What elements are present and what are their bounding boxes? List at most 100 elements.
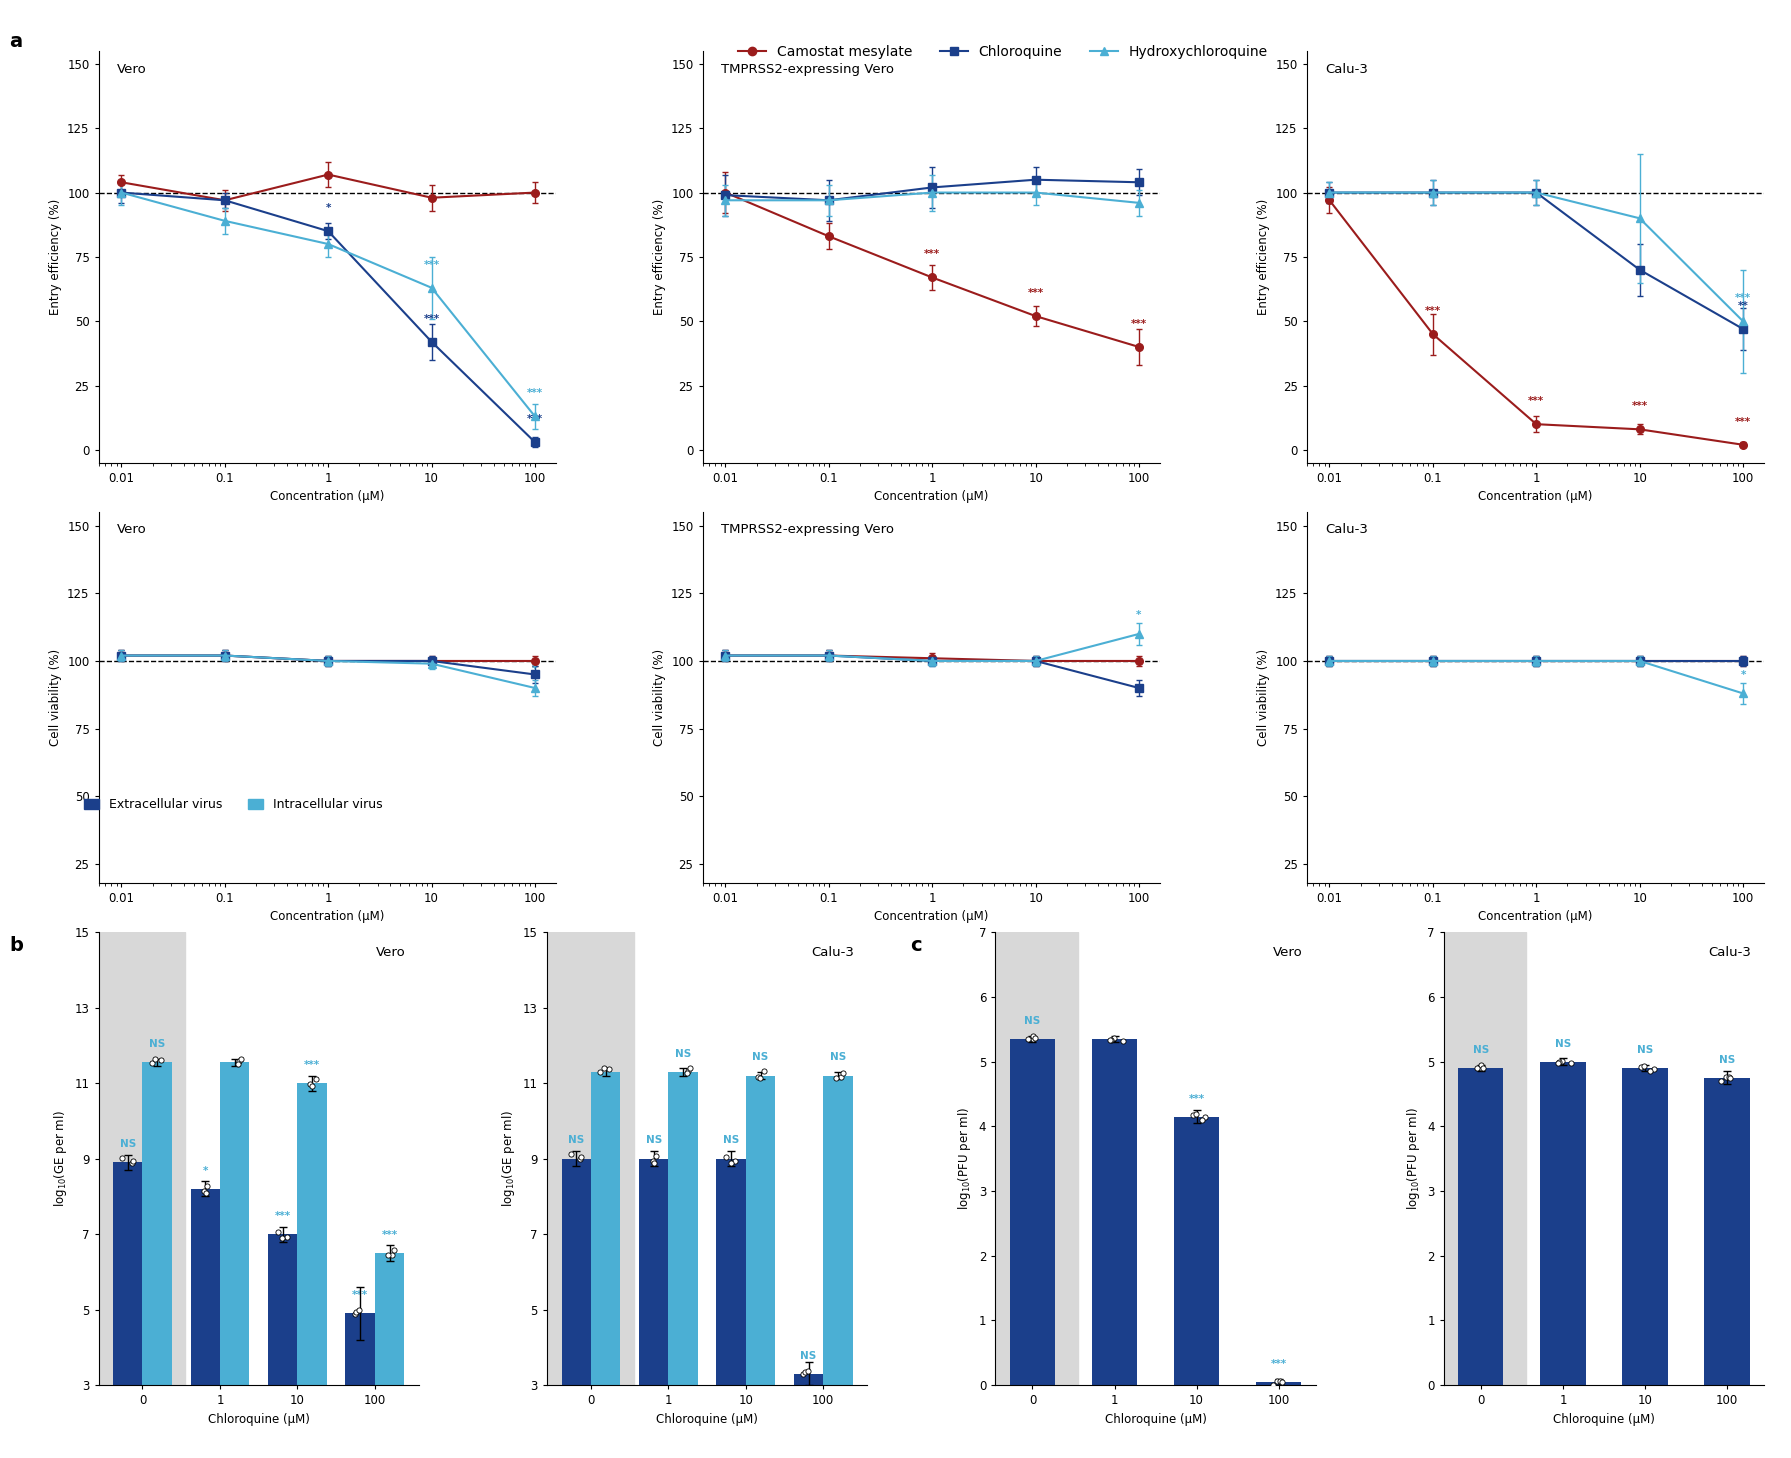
Point	[673, 1059, 702, 1082]
Point	[1096, 1028, 1125, 1051]
Bar	[639, 1159, 668, 1458]
Point	[272, 1225, 301, 1248]
Point	[1556, 1051, 1585, 1075]
Point	[720, 1150, 749, 1174]
Point	[1182, 1102, 1211, 1126]
Text: Vero: Vero	[116, 63, 147, 76]
Point	[1178, 1104, 1207, 1127]
Text: NS: NS	[1024, 1016, 1041, 1026]
Bar	[1623, 1069, 1667, 1385]
Point	[227, 1047, 256, 1070]
Point	[822, 1066, 851, 1089]
Bar	[1093, 1040, 1137, 1385]
Point	[193, 1174, 222, 1197]
Text: TMPRSS2-expressing Vero: TMPRSS2-expressing Vero	[720, 523, 894, 537]
X-axis label: Chloroquine (μM): Chloroquine (μM)	[208, 1413, 310, 1426]
Y-axis label: log$_{10}$(GE per ml): log$_{10}$(GE per ml)	[52, 1110, 68, 1207]
Bar	[374, 1252, 405, 1458]
X-axis label: Chloroquine (μM): Chloroquine (μM)	[1553, 1413, 1655, 1426]
Point	[1630, 1054, 1658, 1077]
Point	[1467, 1053, 1495, 1076]
Point	[374, 1244, 403, 1267]
X-axis label: Chloroquine (μM): Chloroquine (μM)	[656, 1413, 758, 1426]
Point	[224, 1053, 253, 1076]
Bar	[220, 1063, 249, 1458]
Y-axis label: log$_{10}$(PFU per ml): log$_{10}$(PFU per ml)	[1404, 1107, 1422, 1210]
Text: ***: ***	[527, 388, 543, 398]
Point	[1021, 1026, 1050, 1050]
Text: ***: ***	[304, 1060, 321, 1070]
Bar	[143, 1063, 172, 1458]
Bar	[824, 1076, 853, 1458]
Point	[557, 1143, 586, 1166]
Text: Calu-3: Calu-3	[1709, 946, 1752, 959]
Text: ***: ***	[423, 313, 439, 324]
Text: Vero: Vero	[116, 523, 147, 537]
Point	[589, 1056, 618, 1079]
Point	[1019, 1026, 1048, 1050]
Point	[713, 1146, 741, 1169]
Bar	[113, 1162, 143, 1458]
Text: ***: ***	[1528, 397, 1544, 407]
Text: NS: NS	[829, 1053, 845, 1063]
Text: NS: NS	[752, 1053, 768, 1063]
Text: **: **	[1737, 300, 1748, 311]
Text: ***: ***	[1735, 293, 1752, 303]
X-axis label: Concentration (μM): Concentration (μM)	[874, 490, 989, 503]
Text: Calu-3: Calu-3	[1325, 523, 1368, 537]
Bar	[668, 1072, 698, 1458]
X-axis label: Chloroquine (μM): Chloroquine (μM)	[1105, 1413, 1207, 1426]
Point	[107, 1146, 136, 1169]
Point	[269, 1226, 297, 1250]
Point	[1019, 1024, 1048, 1047]
Point	[1268, 1371, 1297, 1394]
Point	[118, 1149, 147, 1172]
Y-axis label: Entry efficiency (%): Entry efficiency (%)	[1257, 198, 1270, 315]
Point	[1096, 1028, 1125, 1051]
Bar	[1540, 1061, 1585, 1385]
Text: NS: NS	[120, 1139, 136, 1149]
Text: Vero: Vero	[1273, 946, 1302, 959]
Text: ***: ***	[353, 1290, 369, 1301]
Point	[595, 1057, 623, 1080]
Text: NS: NS	[801, 1350, 817, 1360]
Text: Calu-3: Calu-3	[1325, 63, 1368, 76]
Text: c: c	[910, 936, 921, 955]
Text: b: b	[9, 936, 23, 955]
Point	[1707, 1069, 1735, 1092]
Text: *: *	[326, 203, 331, 213]
Bar	[1173, 1117, 1220, 1385]
Text: *: *	[1135, 611, 1141, 621]
Legend: Extracellular virus, Intracellular virus: Extracellular virus, Intracellular virus	[79, 793, 387, 816]
Point	[192, 1181, 220, 1204]
X-axis label: Concentration (μM): Concentration (μM)	[1478, 490, 1592, 503]
Point	[141, 1047, 170, 1070]
Bar	[1010, 1040, 1055, 1385]
Text: NS: NS	[1719, 1054, 1735, 1064]
Point	[138, 1051, 167, 1075]
Point	[1639, 1057, 1667, 1080]
Text: ***: ***	[1735, 417, 1752, 427]
Point	[790, 1362, 818, 1385]
Point	[1544, 1051, 1572, 1075]
Point	[675, 1057, 704, 1080]
Point	[743, 1066, 772, 1089]
Legend: Camostat mesylate, Chloroquine, Hydroxychloroquine: Camostat mesylate, Chloroquine, Hydroxyc…	[733, 39, 1273, 64]
Text: NS: NS	[1637, 1045, 1653, 1056]
Point	[1014, 1026, 1042, 1050]
Point	[586, 1060, 614, 1083]
Y-axis label: Cell viability (%): Cell viability (%)	[1257, 649, 1270, 746]
X-axis label: Concentration (μM): Concentration (μM)	[270, 490, 385, 503]
Bar	[346, 1314, 374, 1458]
Point	[1187, 1108, 1216, 1131]
Text: *: *	[202, 1165, 208, 1175]
X-axis label: Concentration (μM): Concentration (μM)	[270, 910, 385, 923]
Y-axis label: Entry efficiency (%): Entry efficiency (%)	[652, 198, 666, 315]
Point	[301, 1067, 330, 1091]
X-axis label: Concentration (μM): Concentration (μM)	[874, 910, 989, 923]
Bar	[591, 1072, 620, 1458]
Point	[716, 1152, 745, 1175]
Text: TMPRSS2-expressing Vero: TMPRSS2-expressing Vero	[720, 63, 894, 76]
Point	[1263, 1369, 1291, 1392]
Text: Vero: Vero	[376, 946, 407, 959]
